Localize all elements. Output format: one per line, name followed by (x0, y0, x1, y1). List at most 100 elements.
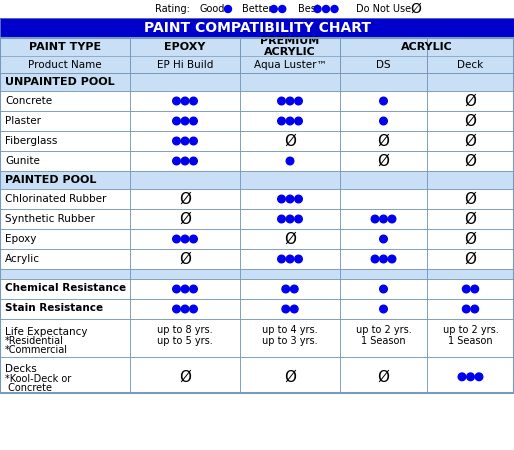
Bar (240, 357, 340, 393)
Bar (240, 151, 340, 171)
Circle shape (295, 255, 302, 263)
Bar (427, 357, 514, 393)
Bar (340, 319, 427, 357)
Circle shape (458, 373, 466, 381)
Bar (427, 279, 514, 299)
Circle shape (380, 117, 388, 125)
Bar (427, 249, 514, 269)
Bar (240, 73, 340, 91)
Bar (0, 269, 514, 279)
Circle shape (290, 305, 298, 313)
Bar (427, 38, 514, 73)
Bar (340, 131, 427, 151)
Bar (130, 38, 240, 73)
Bar (130, 38, 240, 73)
Bar (427, 171, 514, 189)
Bar (0, 357, 130, 393)
Bar (0, 38, 514, 393)
Bar (0, 38, 130, 73)
Bar (130, 357, 240, 393)
Text: PREMIUM
ACRYLIC: PREMIUM ACRYLIC (261, 36, 320, 57)
Circle shape (295, 117, 302, 125)
Bar (0, 229, 130, 249)
Circle shape (190, 235, 197, 243)
Text: Ø: Ø (284, 369, 296, 384)
Bar (130, 299, 240, 319)
Bar (240, 357, 340, 393)
Bar (427, 299, 514, 319)
Bar (0, 299, 130, 319)
Circle shape (322, 5, 329, 13)
Text: Ø: Ø (465, 153, 476, 168)
Bar (427, 229, 514, 249)
Bar (240, 319, 340, 357)
Bar (0, 269, 130, 279)
Bar (130, 189, 240, 209)
Circle shape (463, 305, 470, 313)
Bar (240, 91, 340, 111)
Text: Chemical Resistance: Chemical Resistance (5, 283, 126, 293)
Bar (340, 131, 427, 151)
Bar (0, 209, 130, 229)
Bar (240, 279, 340, 299)
Bar (130, 151, 240, 171)
Circle shape (279, 5, 286, 13)
Text: Rating:: Rating: (155, 4, 190, 14)
Circle shape (181, 285, 189, 293)
Circle shape (286, 117, 294, 125)
Bar (130, 249, 240, 269)
Bar (427, 111, 514, 131)
Circle shape (380, 235, 388, 243)
Circle shape (471, 285, 479, 293)
Text: Ø: Ø (179, 192, 191, 207)
Bar (427, 73, 514, 91)
Bar (427, 229, 514, 249)
Bar (427, 279, 514, 299)
Bar (340, 229, 427, 249)
Bar (0, 18, 514, 38)
Bar (130, 229, 240, 249)
Bar (240, 269, 340, 279)
Text: Acrylic: Acrylic (5, 254, 40, 264)
Circle shape (190, 117, 197, 125)
Text: Ø: Ø (179, 252, 191, 266)
Bar (130, 111, 240, 131)
Circle shape (190, 137, 197, 145)
Text: Concrete: Concrete (5, 96, 52, 106)
Bar (0, 91, 130, 111)
Text: Chlorinated Rubber: Chlorinated Rubber (5, 194, 106, 204)
Bar (427, 249, 514, 269)
Circle shape (380, 97, 388, 105)
Bar (340, 229, 427, 249)
Bar (130, 151, 240, 171)
Bar (130, 319, 240, 357)
Bar (0, 38, 130, 73)
Bar (0, 189, 130, 209)
Bar (340, 269, 427, 279)
Circle shape (190, 157, 197, 165)
Bar (240, 171, 340, 189)
Bar (130, 269, 240, 279)
Circle shape (181, 305, 189, 313)
Text: Good: Good (200, 4, 225, 14)
Bar (0, 279, 130, 299)
Text: *Residential: *Residential (5, 336, 64, 346)
Circle shape (286, 255, 294, 263)
Bar (340, 279, 427, 299)
Bar (340, 73, 427, 91)
Bar (340, 151, 427, 171)
Bar (340, 357, 427, 393)
Bar (0, 171, 130, 189)
Bar (130, 171, 240, 189)
Text: up to 4 yrs.: up to 4 yrs. (262, 325, 318, 335)
Bar (427, 269, 514, 279)
Bar (427, 111, 514, 131)
Bar (340, 73, 427, 91)
Text: up to 3 yrs.: up to 3 yrs. (262, 337, 318, 347)
Circle shape (190, 305, 197, 313)
Bar (130, 73, 240, 91)
Text: UNPAINTED POOL: UNPAINTED POOL (5, 77, 115, 87)
Bar (340, 91, 427, 111)
Text: PAINT TYPE: PAINT TYPE (29, 42, 101, 52)
Circle shape (181, 137, 189, 145)
